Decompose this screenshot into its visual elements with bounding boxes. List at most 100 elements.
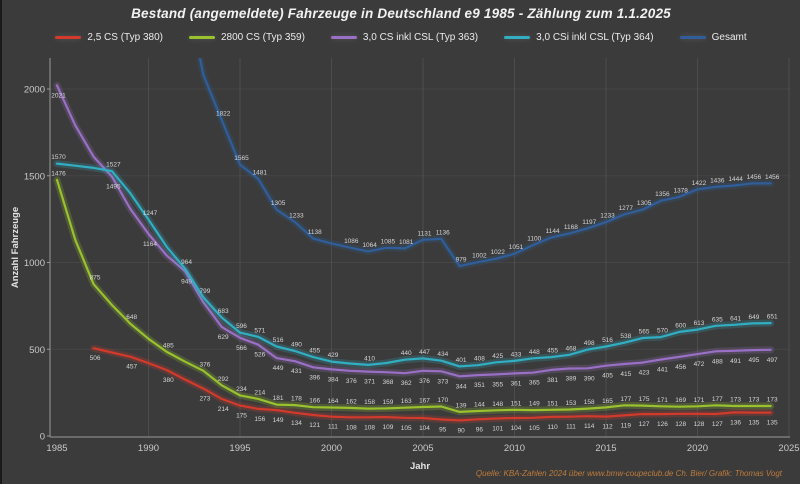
series-data-labels: 1476 875 648 485 376 292 234 214 181 178 166 164 162…	[51, 170, 778, 409]
data-label: 135	[767, 420, 778, 427]
data-label: 485	[163, 342, 174, 349]
legend-label: 2800 CS (Typ 359)	[220, 32, 305, 43]
data-label: 365	[529, 380, 540, 387]
data-label: 405	[602, 373, 613, 380]
legend-line-swatch	[330, 36, 357, 39]
data-label: 362	[401, 380, 412, 387]
x-tick-label: 1995	[229, 443, 250, 454]
legend-label: Gesamt	[711, 32, 747, 43]
data-label: 440	[401, 350, 412, 357]
data-label: 1456	[747, 174, 762, 181]
data-label: 641	[730, 315, 741, 322]
data-label: 173	[748, 396, 759, 403]
legend-label: 3,0 CSi inkl CSL (Typ 364)	[536, 32, 654, 43]
axes	[49, 58, 790, 438]
data-label: 613	[694, 320, 705, 327]
data-label: 170	[437, 397, 448, 404]
data-label: 376	[199, 361, 210, 368]
data-label: 410	[364, 355, 375, 362]
data-label: 273	[199, 396, 210, 403]
series-data-labels: 1570 1527 1247 964 799 683 596 571 516 490 455 429 4…	[51, 154, 778, 364]
data-label: 90	[457, 427, 465, 434]
y-axis-title: Anzahl Fahrzeuge	[10, 207, 21, 288]
series-line-gesamt	[196, 58, 775, 270]
data-label: 498	[584, 340, 595, 347]
data-label: 425	[492, 353, 503, 360]
data-label: 431	[291, 368, 302, 375]
data-label: 151	[511, 400, 522, 407]
data-label: 447	[419, 349, 430, 356]
data-label: 596	[236, 323, 247, 330]
legend-item: 3,0 CSi inkl CSL (Typ 364)	[504, 32, 654, 43]
data-label: 799	[199, 288, 210, 295]
data-label: 1002	[472, 253, 487, 260]
legend-item: Gesamt	[679, 32, 747, 43]
y-tick-label: 0	[40, 432, 45, 443]
data-label: 376	[346, 378, 357, 385]
data-label: 516	[602, 337, 613, 344]
data-label: 390	[584, 375, 595, 382]
source-credit: Quelle: KBA-Zahlen 2024 über www.bmw-cou…	[475, 469, 782, 478]
data-label: 163	[401, 398, 412, 405]
data-label: 1081	[399, 239, 414, 246]
legend-item: 2800 CS (Typ 359)	[188, 32, 305, 43]
data-label: 570	[657, 328, 668, 335]
data-label: 292	[218, 376, 229, 383]
x-axis-title: Jahr	[410, 461, 430, 472]
data-label: 177	[620, 396, 631, 403]
data-label: 1247	[143, 210, 158, 217]
series-line-3-0-cs-inkl-csl-typ-363-	[53, 81, 775, 380]
data-label: 96	[476, 426, 484, 433]
data-label: 171	[694, 397, 705, 404]
data-label: 381	[547, 377, 558, 384]
data-label: 144	[474, 402, 485, 409]
legend-line-swatch	[55, 36, 82, 39]
data-label: 1444	[728, 176, 743, 183]
data-label: 401	[456, 357, 467, 364]
data-label: 491	[730, 358, 741, 365]
data-label: 371	[364, 379, 375, 386]
data-label: 368	[382, 379, 393, 386]
data-label: 173	[767, 396, 778, 403]
data-label: 105	[529, 425, 540, 432]
data-label: 448	[529, 349, 540, 356]
data-label: 1495	[106, 184, 121, 191]
data-label: 490	[291, 341, 302, 348]
data-label: 979	[456, 257, 467, 264]
data-label: 128	[675, 421, 686, 428]
data-label: 156	[254, 416, 265, 423]
data-label: 571	[254, 327, 265, 334]
data-label: 214	[218, 406, 229, 413]
chart-legend: 2,5 CS (Typ 380) 2800 CS (Typ 359) 3,0 CS …	[2, 32, 800, 43]
series-data-labels: 2021 1495 1164 949 629 566 526 449 431 396 384 376 3…	[51, 92, 778, 390]
data-label: 158	[584, 399, 595, 406]
data-label: 158	[364, 399, 375, 406]
data-label: 139	[456, 402, 467, 409]
data-label: 384	[328, 376, 339, 383]
data-label: 1305	[271, 200, 286, 207]
data-label: 105	[401, 425, 412, 432]
data-label: 651	[767, 314, 778, 321]
x-tick-label: 2005	[412, 443, 433, 454]
data-label: 1378	[673, 187, 688, 194]
data-label: 1136	[436, 229, 450, 236]
data-label: 181	[273, 395, 284, 402]
data-label: 171	[657, 397, 668, 404]
series-data-labels: 506 457 380 273 214 175 156 149 134 121 111 108 108 1…	[90, 355, 778, 434]
data-label: 380	[163, 377, 174, 384]
data-label: 373	[437, 378, 448, 385]
data-label: 164	[328, 398, 339, 405]
data-label: 506	[90, 355, 101, 362]
data-label: 423	[639, 370, 650, 377]
data-label: 101	[492, 425, 503, 432]
legend-item: 2,5 CS (Typ 380)	[55, 32, 163, 43]
data-label: 566	[236, 345, 247, 352]
data-label: 1233	[289, 213, 304, 220]
data-label: 148	[492, 401, 503, 408]
x-tick-label: 2020	[687, 443, 708, 454]
data-label: 429	[328, 352, 339, 359]
data-label: 472	[694, 361, 705, 368]
data-label: 1064	[362, 242, 377, 249]
